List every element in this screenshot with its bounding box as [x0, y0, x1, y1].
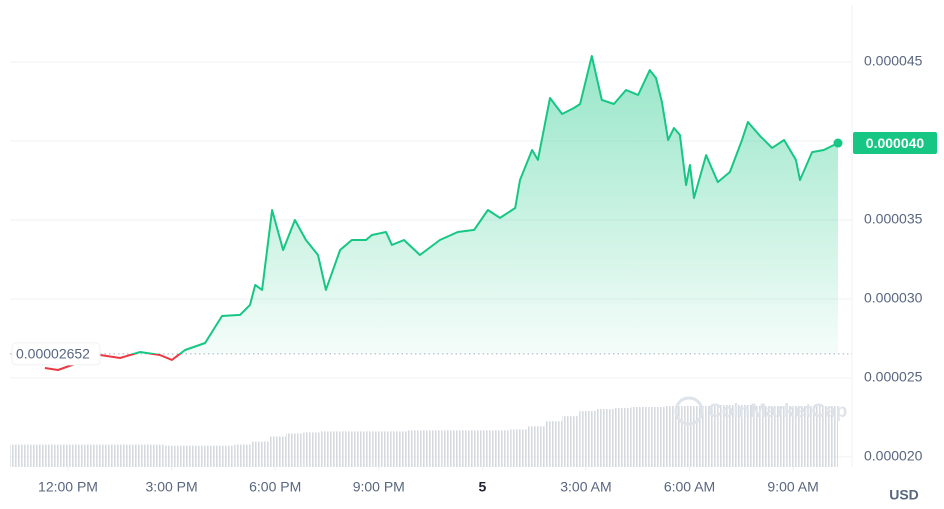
volume-bar	[303, 432, 321, 467]
volume-bar	[44, 444, 62, 467]
price-line	[44, 55, 839, 371]
baseline-label-box	[11, 342, 101, 366]
volume-bar	[631, 407, 649, 467]
volume-bar	[700, 406, 718, 467]
volume-bar	[234, 444, 252, 467]
y-tick-label: 0.000025	[864, 369, 923, 385]
x-tick-label: 3:00 AM	[560, 479, 611, 495]
volume-bar	[786, 406, 804, 467]
x-tick-label: 6:00 PM	[249, 479, 301, 495]
volume-bar	[769, 406, 787, 467]
volume-bar	[803, 406, 821, 467]
volume-bar	[268, 436, 286, 467]
volume-bar	[406, 430, 424, 467]
volume-bar	[10, 444, 28, 467]
x-tick-label: 3:00 PM	[146, 479, 198, 495]
last-point	[833, 138, 843, 148]
volume-bar	[475, 430, 493, 467]
volume-bar	[79, 444, 97, 467]
volume-bar	[527, 426, 545, 467]
volume-bar	[510, 429, 528, 467]
volume-bar	[493, 430, 511, 467]
volume-bar	[113, 444, 131, 467]
last-value-box	[853, 132, 937, 155]
volume-bar	[579, 411, 597, 467]
volume-bar	[424, 430, 442, 467]
volume-bar	[61, 444, 79, 467]
x-tick-label: 12:00 PM	[38, 479, 98, 495]
x-tick-label: 5	[478, 479, 486, 495]
last-value-label: 0.000040	[866, 135, 925, 151]
watermark-logo	[674, 396, 704, 426]
volume-bar	[337, 431, 355, 467]
volume-bar	[355, 431, 373, 467]
price-area	[133, 56, 838, 354]
y-tick-label: 0.000030	[864, 290, 923, 306]
volume-bar	[320, 431, 338, 467]
volume-bar	[286, 433, 304, 467]
volume-bar	[562, 416, 580, 467]
volume-bar	[148, 444, 166, 467]
volume-bar	[165, 445, 183, 467]
volume-bar	[751, 406, 769, 467]
volume-bar	[389, 431, 407, 467]
volume-bar	[596, 409, 614, 467]
volume-bar	[182, 445, 200, 467]
volume-bar	[665, 406, 683, 467]
y-tick-label: 0.000035	[864, 211, 923, 227]
volume-bar	[613, 408, 631, 467]
volume-bar	[648, 407, 666, 467]
currency-label: USD	[889, 487, 919, 503]
volume-bar	[96, 444, 114, 467]
x-tick-label: 9:00 PM	[353, 479, 405, 495]
volume-bar	[717, 405, 735, 467]
y-tick-label: 0.000020	[864, 448, 923, 464]
volume-bar	[458, 430, 476, 467]
x-tick-label: 6:00 AM	[664, 479, 715, 495]
watermark: CoinMarketCap	[708, 401, 847, 422]
y-tick-label: 0.000045	[864, 53, 923, 69]
volume-bar	[199, 445, 217, 467]
volume-bar	[130, 444, 148, 467]
x-tick-label: 9:00 AM	[767, 479, 818, 495]
volume-bar	[734, 405, 752, 467]
baseline-label: 0.00002652	[16, 346, 90, 362]
volume-bar	[544, 421, 562, 467]
volume-bar	[682, 406, 700, 467]
volume-bar	[251, 441, 269, 467]
volume-bar	[441, 430, 459, 467]
volume-bar	[27, 444, 45, 467]
volume-bar	[217, 445, 235, 467]
volume-bar	[372, 431, 390, 467]
volume-bar	[820, 406, 838, 467]
